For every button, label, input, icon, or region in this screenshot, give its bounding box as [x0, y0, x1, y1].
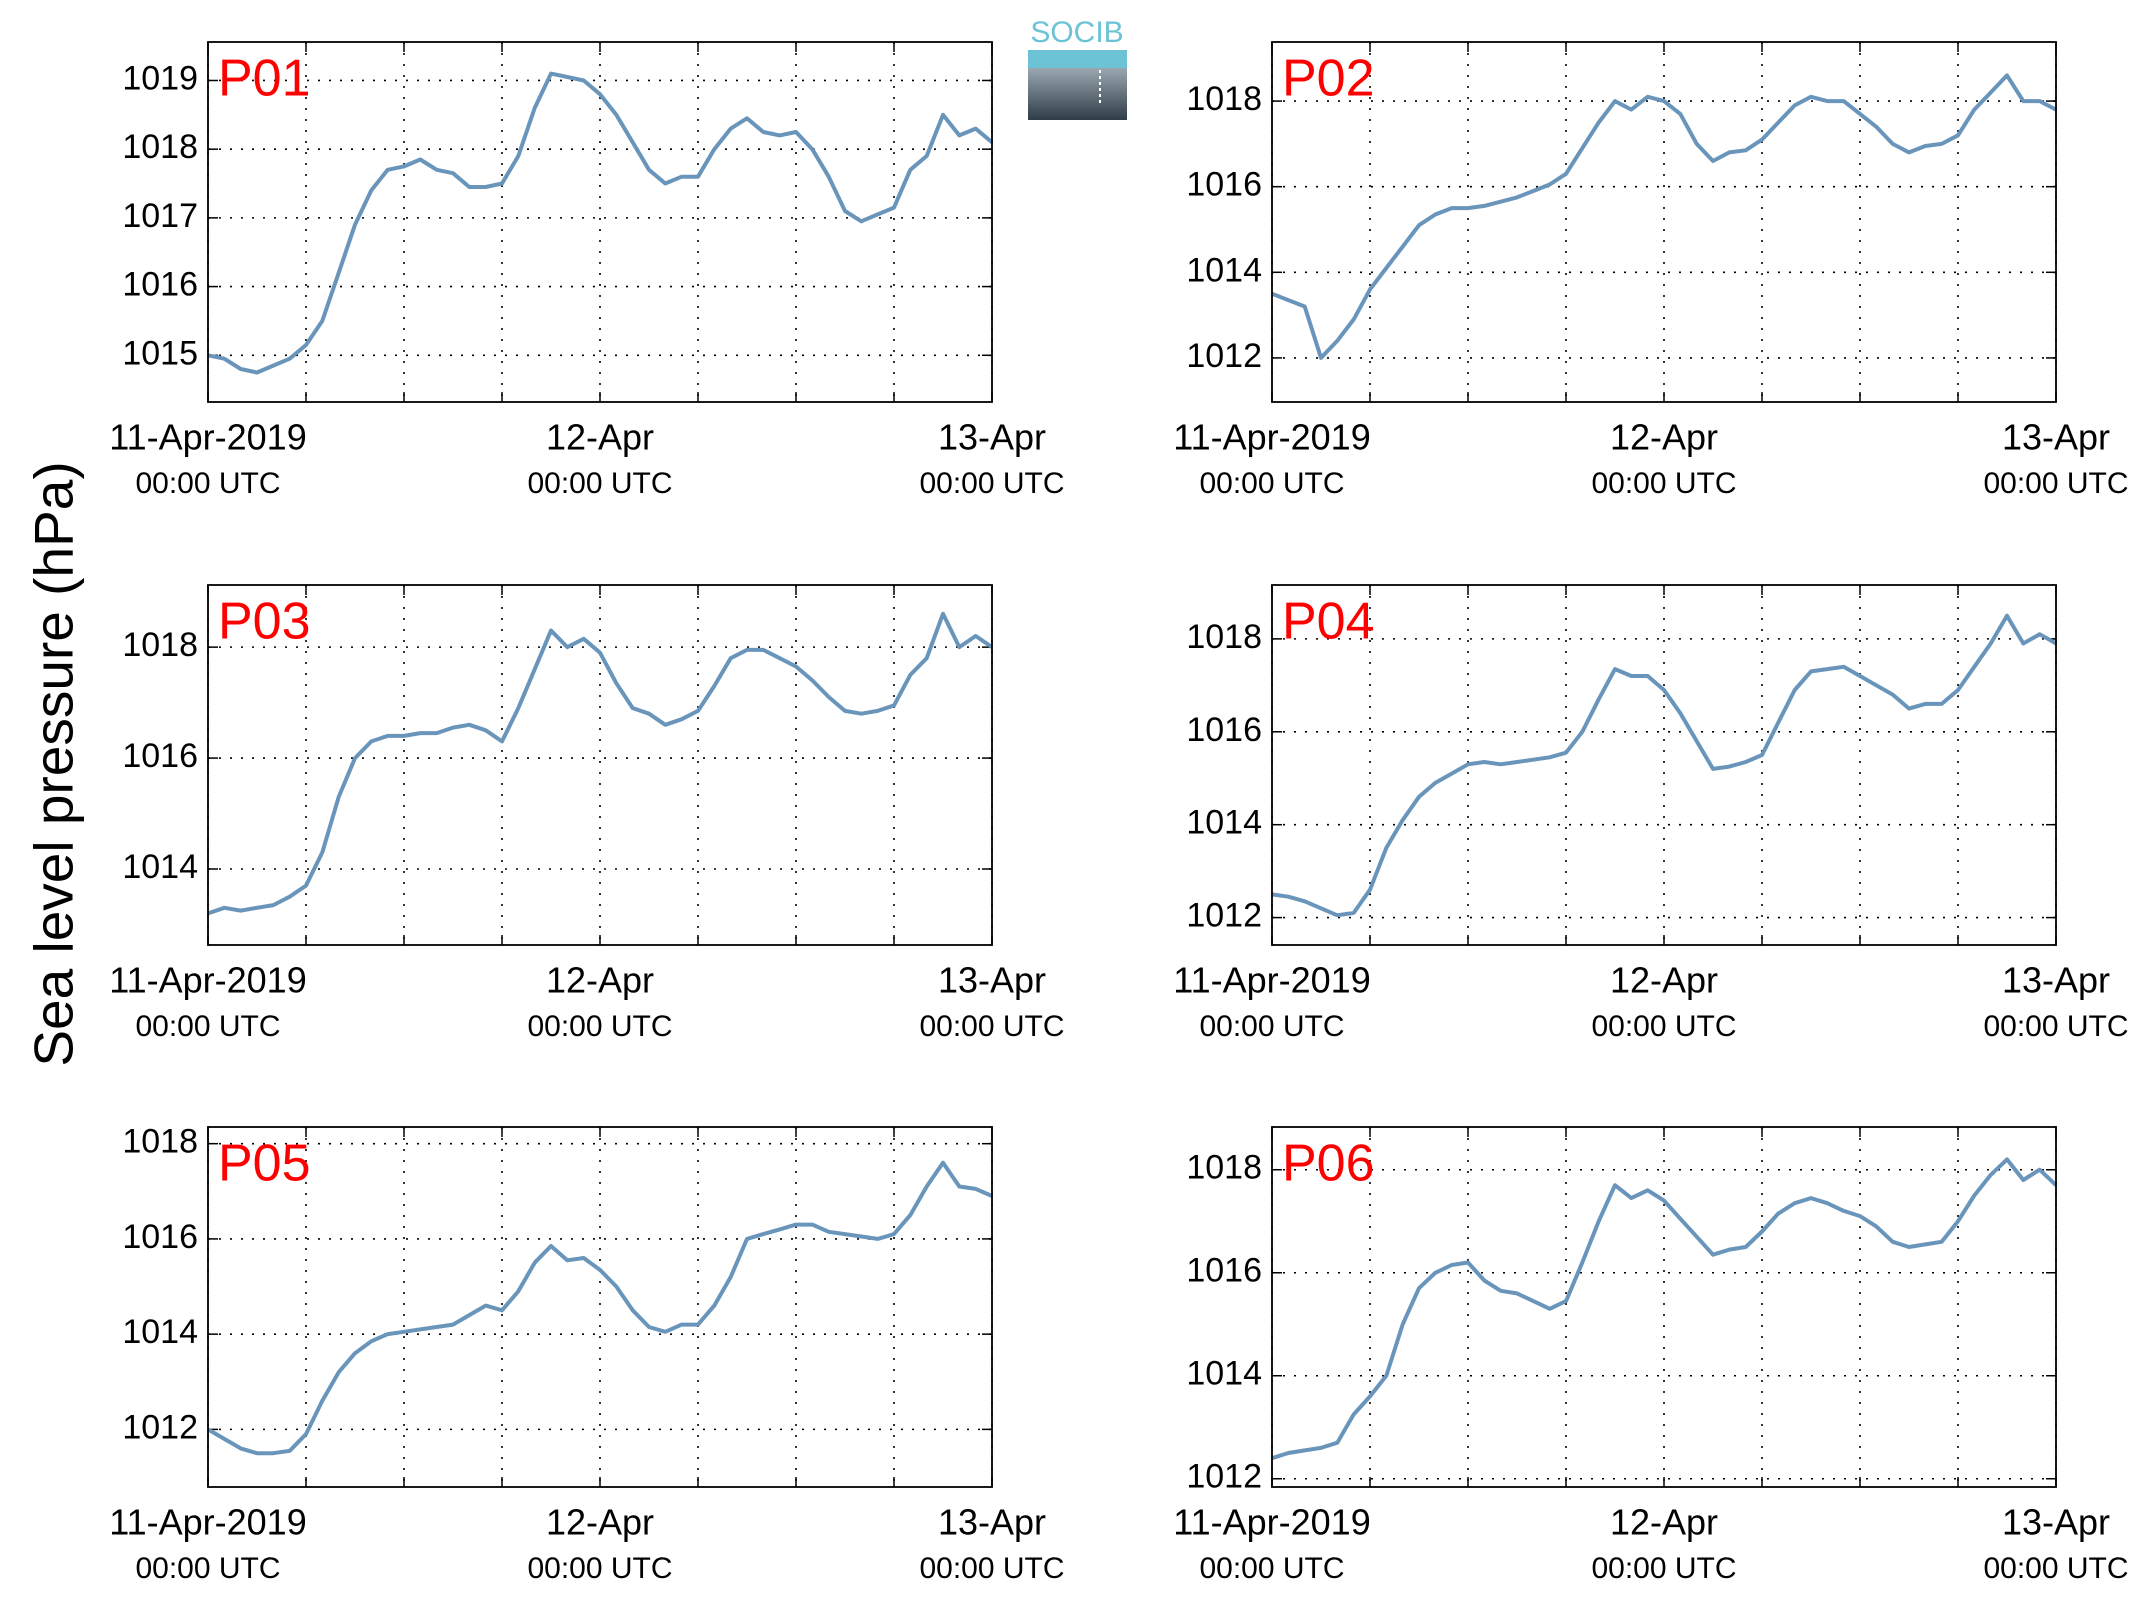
panel-title: P04 [1282, 593, 1375, 651]
x-tick-label: 11-Apr-2019 [1173, 1502, 1370, 1543]
y-tick-label: 1016 [122, 1218, 198, 1256]
x-tick-label: 13-Apr [2002, 417, 2110, 458]
x-tick-sublabel: 00:00 UTC [135, 1552, 280, 1585]
y-tick-label: 1016 [122, 737, 198, 775]
x-tick-label: 11-Apr-2019 [109, 1502, 306, 1543]
y-tick-label: 1015 [122, 334, 198, 372]
panel: 1015 1016 1017 1018 1019 11-Apr-2019 00:00 UTC… [109, 41, 1065, 500]
x-tick-sublabel: 00:00 UTC [1983, 1010, 2128, 1043]
x-tick-sublabel: 00:00 UTC [527, 467, 672, 500]
x-tick-label: 12-Apr [546, 417, 654, 458]
x-tick-label: 11-Apr-2019 [109, 417, 306, 458]
panel: 1012 1014 1016 1018 11-Apr-2019 00:00 UTC 12-A… [1173, 1126, 2129, 1585]
data-line [206, 1160, 993, 1456]
x-tick-sublabel: 00:00 UTC [919, 1010, 1064, 1043]
data-line [207, 611, 994, 916]
logo-band [1028, 50, 1127, 68]
x-tick-label: 12-Apr [1610, 960, 1718, 1001]
x-tick-sublabel: 00:00 UTC [1591, 1010, 1736, 1043]
plot-frame [1271, 584, 2057, 946]
y-tick-label: 1012 [122, 1408, 198, 1446]
y-tick-label: 1018 [122, 1123, 198, 1161]
panel-title: P02 [1282, 50, 1375, 108]
y-tick-label: 1014 [1186, 1355, 1262, 1393]
x-tick-sublabel: 00:00 UTC [135, 1010, 280, 1043]
x-tick-sublabel: 00:00 UTC [1591, 1552, 1736, 1585]
plot-area [208, 585, 992, 945]
y-tick-label: 1016 [1186, 166, 1262, 204]
x-tick-label: 12-Apr [546, 960, 654, 1001]
x-tick-label: 12-Apr [1610, 1502, 1718, 1543]
plot-frame [1271, 1126, 2057, 1488]
x-tick-sublabel: 00:00 UTC [1199, 1010, 1344, 1043]
panel: 1012 1014 1016 1018 11-Apr-2019 00:00 UTC 12-A… [109, 1123, 1064, 1585]
plot-frame [207, 584, 993, 946]
panel-title: P01 [218, 50, 311, 108]
x-tick-label: 13-Apr [938, 960, 1046, 1001]
plot-area [1272, 585, 2056, 945]
x-tick-sublabel: 00:00 UTC [1199, 467, 1344, 500]
plot-frame [1271, 41, 2057, 403]
y-tick-label: 1018 [122, 128, 198, 166]
plot-area [1272, 1127, 2056, 1487]
y-tick-label: 1016 [1186, 711, 1262, 749]
y-tick-label: 1014 [1186, 804, 1262, 842]
plot-frame [207, 41, 993, 403]
panel: 1012 1014 1016 1018 11-Apr-2019 00:00 UTC 12-A… [1173, 41, 2129, 500]
data-line [1271, 1157, 2058, 1461]
panel: 1014 1016 1018 11-Apr-2019 00:00 UTC 12-Apr 00… [109, 584, 1065, 1043]
logo-text: SOCIB [1030, 16, 1123, 49]
x-tick-sublabel: 00:00 UTC [135, 467, 280, 500]
y-tick-label: 1014 [122, 848, 198, 886]
y-tick-label: 1014 [1186, 251, 1262, 289]
y-tick-label: 1012 [1186, 897, 1262, 935]
y-axis-label: Sea level pressure (hPa) [23, 461, 85, 1066]
x-tick-label: 13-Apr [938, 1502, 1046, 1543]
plot-area [1272, 42, 2056, 402]
logo-block [1028, 68, 1127, 120]
x-tick-label: 13-Apr [2002, 1502, 2110, 1543]
x-tick-label: 12-Apr [1610, 417, 1718, 458]
x-tick-label: 11-Apr-2019 [109, 960, 306, 1001]
y-tick-label: 1012 [1186, 337, 1262, 375]
x-tick-label: 13-Apr [938, 417, 1046, 458]
y-tick-label: 1018 [1186, 618, 1262, 656]
data-line [207, 71, 994, 375]
data-line [1271, 613, 2057, 918]
x-tick-sublabel: 00:00 UTC [1591, 467, 1736, 500]
y-tick-label: 1012 [1186, 1458, 1262, 1496]
x-tick-sublabel: 00:00 UTC [1199, 1552, 1344, 1585]
panel-title: P03 [218, 593, 311, 651]
plot-area [208, 1127, 992, 1487]
x-tick-label: 11-Apr-2019 [1173, 417, 1370, 458]
y-tick-label: 1019 [122, 59, 198, 97]
x-tick-label: 13-Apr [2002, 960, 2110, 1001]
y-tick-label: 1018 [1186, 1149, 1262, 1187]
y-tick-label: 1018 [1186, 80, 1262, 118]
x-tick-label: 11-Apr-2019 [1173, 960, 1370, 1001]
logo: SOCIB [1028, 16, 1127, 120]
y-tick-label: 1016 [122, 266, 198, 304]
y-tick-label: 1018 [122, 626, 198, 664]
x-tick-label: 12-Apr [546, 1502, 654, 1543]
y-tick-label: 1016 [1186, 1252, 1262, 1290]
panel-title: P05 [218, 1135, 311, 1193]
x-tick-sublabel: 00:00 UTC [1983, 467, 2128, 500]
plot-frame [207, 1126, 993, 1488]
panel: 1012 1014 1016 1018 11-Apr-2019 00:00 UTC 12-A… [1173, 584, 2129, 1043]
data-line [1271, 73, 2057, 360]
x-tick-sublabel: 00:00 UTC [919, 467, 1064, 500]
y-tick-label: 1014 [122, 1313, 198, 1351]
panel-title: P06 [1282, 1135, 1375, 1193]
y-tick-label: 1017 [122, 197, 198, 235]
x-tick-sublabel: 00:00 UTC [527, 1552, 672, 1585]
x-tick-sublabel: 00:00 UTC [1983, 1552, 2128, 1585]
x-tick-sublabel: 00:00 UTC [527, 1010, 672, 1043]
x-tick-sublabel: 00:00 UTC [919, 1552, 1064, 1585]
